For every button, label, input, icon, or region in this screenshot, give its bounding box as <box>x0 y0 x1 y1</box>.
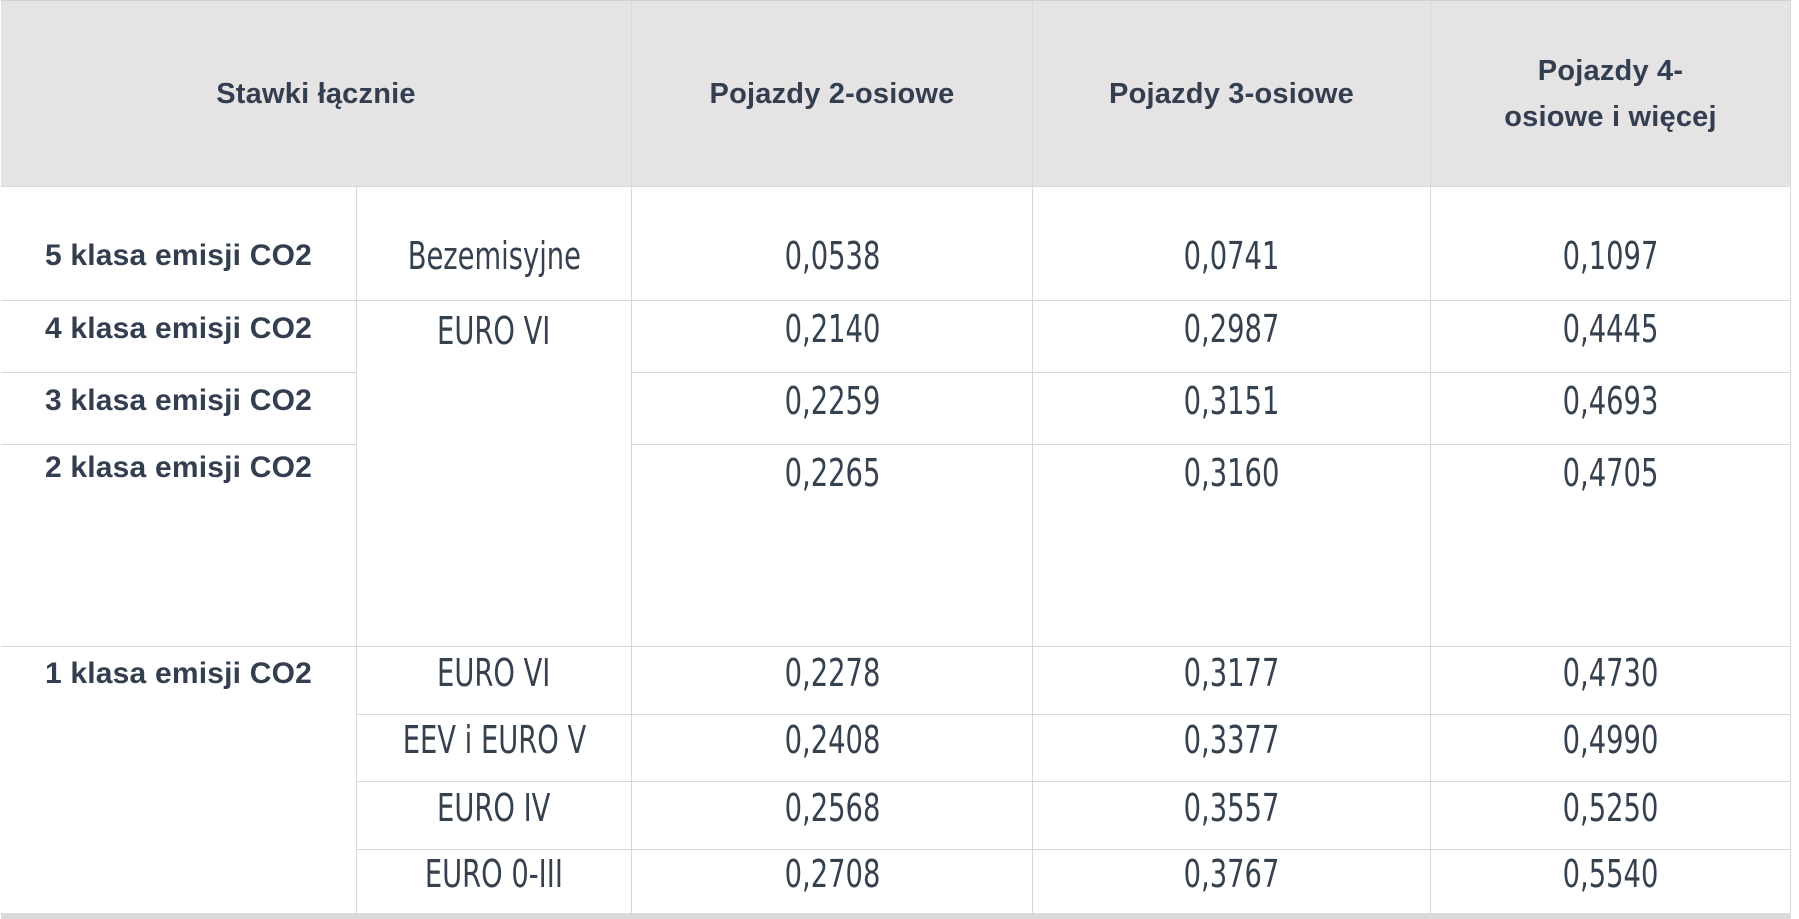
rate-value: 0,5540 <box>1562 851 1659 896</box>
rate-cell-r7-3axle: 0,3557 <box>1033 782 1431 850</box>
rate-cell-r5-4axle: 0,4730 <box>1431 647 1791 715</box>
euro-cell-euro-vi-merged: EURO VI <box>357 301 632 647</box>
rate-value: 0,0741 <box>1183 233 1280 278</box>
rate-cell-r1-2axle: 0,0538 <box>632 187 1033 301</box>
rate-value: 0,2987 <box>1183 306 1280 351</box>
euro-label-bezemisyjne: Bezemisyjne <box>407 233 581 278</box>
rate-cell-r6-4axle: 0,4990 <box>1431 715 1791 782</box>
rate-value: 0,4445 <box>1562 306 1659 351</box>
euro-cell-bezemisyjne: Bezemisyjne <box>357 187 632 301</box>
rate-cell-r5-3axle: 0,3177 <box>1033 647 1431 715</box>
rate-value: 0,4730 <box>1562 650 1659 695</box>
rate-cell-r5-2axle: 0,2278 <box>632 647 1033 715</box>
rate-value: 0,1097 <box>1562 233 1659 278</box>
rate-cell-r4-4axle: 0,4705 <box>1431 445 1791 647</box>
klasa-cell-1-merged: 1 klasa emisji CO2 <box>1 647 357 913</box>
euro-cell-euro-vi: EURO VI <box>357 647 632 715</box>
rate-value: 0,2568 <box>784 785 880 830</box>
rate-value: 0,4693 <box>1562 378 1659 423</box>
rate-value: 0,3177 <box>1183 650 1280 695</box>
rate-cell-r2-2axle: 0,2140 <box>632 301 1033 373</box>
klasa-cell-5: 5 klasa emisji CO2 <box>1 187 357 301</box>
rate-value: 0,5250 <box>1562 785 1659 830</box>
rate-value: 0,3377 <box>1183 718 1280 762</box>
euro-label-eev-euro-v: EEV i EURO V <box>402 718 586 762</box>
header-cell-stawki-lacznie: Stawki łącznie <box>1 1 632 187</box>
euro-label-euro-0-iii: EURO 0-III <box>424 851 564 896</box>
klasa-label-4: 4 klasa emisji CO2 <box>44 311 313 345</box>
rate-cell-r6-2axle: 0,2408 <box>632 715 1033 782</box>
rate-value: 0,2259 <box>784 378 880 423</box>
klasa-label-2: 2 klasa emisji CO2 <box>44 451 313 484</box>
header-label-pojazdy-4-osiowe: Pojazdy 4- osiowe i więcej <box>1504 54 1717 133</box>
klasa-cell-3: 3 klasa emisji CO2 <box>1 373 357 445</box>
rate-cell-r3-4axle: 0,4693 <box>1431 373 1791 445</box>
rate-cell-r2-4axle: 0,4445 <box>1431 301 1791 373</box>
klasa-label-3: 3 klasa emisji CO2 <box>44 383 313 417</box>
header-label-pojazdy-2-osiowe: Pojazdy 2-osiowe <box>709 77 955 110</box>
rate-value: 0,3557 <box>1183 785 1280 830</box>
header-cell-pojazdy-2-osiowe: Pojazdy 2-osiowe <box>632 1 1033 187</box>
euro-label-euro-vi-2: EURO VI <box>437 650 551 695</box>
header-cell-pojazdy-4-osiowe: Pojazdy 4- osiowe i więcej <box>1431 1 1791 187</box>
rate-value: 0,2278 <box>784 650 880 695</box>
rate-value: 0,2708 <box>784 851 880 896</box>
rate-cell-r4-3axle: 0,3160 <box>1033 445 1431 647</box>
euro-cell-euro-0-iii: EURO 0-III <box>357 850 632 913</box>
rate-cell-r3-3axle: 0,3151 <box>1033 373 1431 445</box>
klasa-label-1: 1 klasa emisji CO2 <box>44 657 313 690</box>
rate-cell-r1-4axle: 0,1097 <box>1431 187 1791 301</box>
klasa-label-5: 5 klasa emisji CO2 <box>44 238 313 272</box>
euro-cell-eev-euro-v: EEV i EURO V <box>357 715 632 782</box>
rate-value: 0,2408 <box>784 718 880 762</box>
euro-label-euro-vi: EURO VI <box>437 309 551 353</box>
klasa-cell-2: 2 klasa emisji CO2 <box>1 445 357 647</box>
rate-cell-r6-3axle: 0,3377 <box>1033 715 1431 782</box>
header-label-pojazdy-3-osiowe: Pojazdy 3-osiowe <box>1109 77 1354 110</box>
rate-value: 0,3160 <box>1183 451 1280 495</box>
header-cell-pojazdy-3-osiowe: Pojazdy 3-osiowe <box>1033 1 1431 187</box>
rate-cell-r2-3axle: 0,2987 <box>1033 301 1431 373</box>
rate-value: 0,0538 <box>784 233 880 278</box>
rate-value: 0,4990 <box>1562 718 1659 762</box>
rate-cell-r7-4axle: 0,5250 <box>1431 782 1791 850</box>
euro-label-euro-iv: EURO IV <box>437 785 551 830</box>
rate-cell-r4-2axle: 0,2265 <box>632 445 1033 647</box>
header-label-stawki-lacznie: Stawki łącznie <box>216 77 416 110</box>
rate-cell-r8-3axle: 0,3767 <box>1033 850 1431 913</box>
rate-value: 0,3767 <box>1183 851 1280 896</box>
rate-value: 0,3151 <box>1183 378 1280 423</box>
rate-value: 0,4705 <box>1562 451 1659 495</box>
klasa-cell-4: 4 klasa emisji CO2 <box>1 301 357 373</box>
rate-cell-r3-2axle: 0,2259 <box>632 373 1033 445</box>
rate-cell-r8-2axle: 0,2708 <box>632 850 1033 913</box>
rate-value: 0,2265 <box>784 451 880 495</box>
rate-cell-r8-4axle: 0,5540 <box>1431 850 1791 913</box>
euro-cell-euro-iv: EURO IV <box>357 782 632 850</box>
table-bottom-edge <box>1 913 1791 919</box>
rate-value: 0,2140 <box>784 306 880 351</box>
rate-cell-r7-2axle: 0,2568 <box>632 782 1033 850</box>
rate-cell-r1-3axle: 0,0741 <box>1033 187 1431 301</box>
